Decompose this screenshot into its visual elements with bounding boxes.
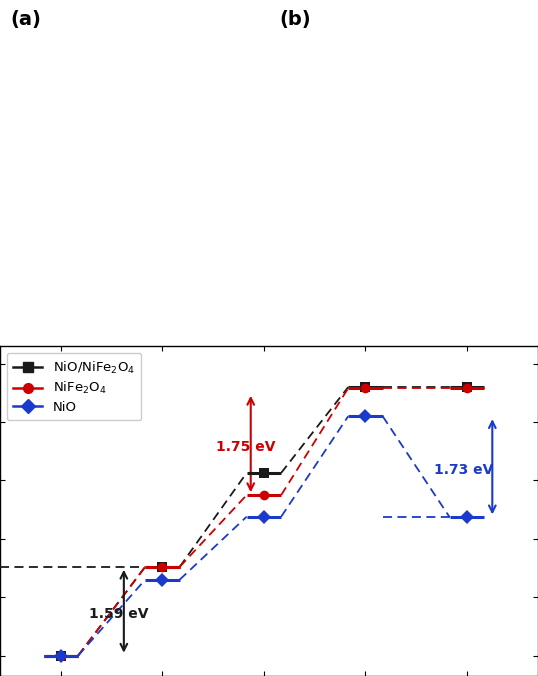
Legend: NiO/NiFe$_2$O$_4$, NiFe$_2$O$_4$, NiO: NiO/NiFe$_2$O$_4$, NiFe$_2$O$_4$, NiO — [6, 353, 141, 420]
Text: 1.59 eV: 1.59 eV — [89, 606, 149, 621]
Text: (b): (b) — [280, 10, 312, 29]
Text: 1.75 eV: 1.75 eV — [216, 439, 275, 454]
Text: 1.73 eV: 1.73 eV — [435, 463, 494, 477]
Text: (a): (a) — [11, 10, 41, 29]
